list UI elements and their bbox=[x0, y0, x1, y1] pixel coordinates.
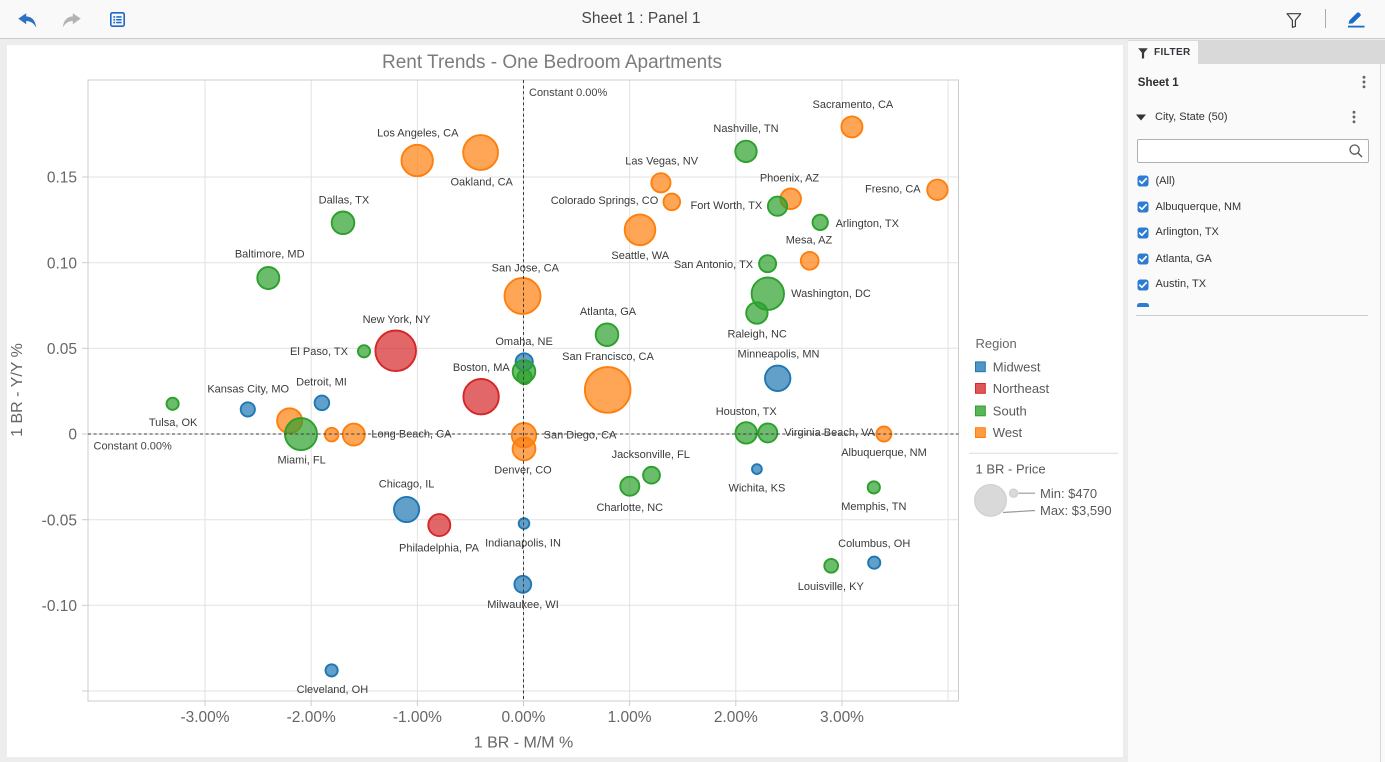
svg-text:San Diego, CA: San Diego, CA bbox=[544, 429, 617, 441]
svg-text:Boston, MA: Boston, MA bbox=[453, 362, 511, 374]
svg-text:Raleigh, NC: Raleigh, NC bbox=[728, 329, 787, 341]
svg-text:-1.00%: -1.00% bbox=[393, 709, 442, 726]
svg-text:Kansas City, MO: Kansas City, MO bbox=[207, 384, 289, 396]
svg-text:Atlanta, GA: Atlanta, GA bbox=[580, 306, 637, 318]
svg-text:Sacramento, CA: Sacramento, CA bbox=[813, 99, 894, 111]
svg-text:0.10: 0.10 bbox=[47, 255, 78, 272]
svg-text:Wichita, KS: Wichita, KS bbox=[728, 482, 785, 494]
svg-text:El Paso, TX: El Paso, TX bbox=[290, 346, 349, 358]
svg-text:Constant 0.00%: Constant 0.00% bbox=[529, 87, 607, 99]
svg-text:Miami, FL: Miami, FL bbox=[277, 455, 325, 467]
svg-text:Dallas, TX: Dallas, TX bbox=[319, 194, 370, 206]
svg-text:Columbus, OH: Columbus, OH bbox=[838, 538, 910, 550]
svg-text:Philadelphia, PA: Philadelphia, PA bbox=[399, 542, 480, 554]
svg-text:Region: Region bbox=[976, 336, 1017, 351]
svg-text:Oakland, CA: Oakland, CA bbox=[451, 176, 514, 188]
svg-text:-3.00%: -3.00% bbox=[180, 709, 229, 726]
svg-text:Jacksonville, FL: Jacksonville, FL bbox=[612, 449, 690, 461]
svg-text:Baltimore, MD: Baltimore, MD bbox=[235, 249, 305, 261]
svg-text:Fort Worth, TX: Fort Worth, TX bbox=[691, 200, 763, 212]
svg-text:Virginia Beach, VA: Virginia Beach, VA bbox=[784, 427, 875, 439]
svg-text:South: South bbox=[993, 404, 1027, 419]
svg-text:0: 0 bbox=[68, 427, 77, 444]
svg-text:1 BR - Y/Y %: 1 BR - Y/Y % bbox=[9, 343, 26, 437]
svg-text:Constant 0.00%: Constant 0.00% bbox=[94, 441, 172, 453]
svg-text:Louisville, KY: Louisville, KY bbox=[798, 581, 865, 593]
svg-text:Albuquerque, NM: Albuquerque, NM bbox=[841, 447, 927, 459]
svg-text:Washington, DC: Washington, DC bbox=[791, 288, 871, 300]
svg-text:0.15: 0.15 bbox=[47, 170, 77, 187]
svg-text:Mesa, AZ: Mesa, AZ bbox=[786, 234, 833, 246]
svg-text:Denver, CO: Denver, CO bbox=[494, 465, 552, 477]
svg-text:Minneapolis, MN: Minneapolis, MN bbox=[738, 348, 820, 360]
svg-text:Nashville, TN: Nashville, TN bbox=[713, 123, 778, 135]
svg-text:Midwest: Midwest bbox=[993, 359, 1041, 374]
svg-text:Tulsa, OK: Tulsa, OK bbox=[149, 417, 198, 429]
svg-text:Rent Trends - One Bedroom Apar: Rent Trends - One Bedroom Apartments bbox=[382, 52, 722, 73]
svg-text:0.05: 0.05 bbox=[47, 341, 77, 358]
svg-text:Los Angeles, CA: Los Angeles, CA bbox=[377, 128, 459, 140]
svg-text:2.00%: 2.00% bbox=[714, 709, 758, 726]
svg-text:Indianapolis, IN: Indianapolis, IN bbox=[485, 537, 561, 549]
svg-text:0.00%: 0.00% bbox=[502, 709, 546, 726]
svg-text:New York, NY: New York, NY bbox=[363, 314, 432, 326]
svg-text:Seattle, WA: Seattle, WA bbox=[611, 250, 669, 262]
svg-text:Max: $3,590: Max: $3,590 bbox=[1040, 503, 1112, 518]
svg-text:Arlington, TX: Arlington, TX bbox=[836, 218, 900, 230]
svg-text:1 BR - Price: 1 BR - Price bbox=[976, 462, 1046, 477]
svg-text:Northeast: Northeast bbox=[993, 381, 1050, 396]
svg-text:Chicago, IL: Chicago, IL bbox=[379, 478, 435, 490]
svg-text:Houston, TX: Houston, TX bbox=[716, 406, 778, 418]
svg-text:Las Vegas, NV: Las Vegas, NV bbox=[625, 155, 698, 167]
svg-text:-0.05: -0.05 bbox=[42, 512, 77, 529]
svg-text:-0.10: -0.10 bbox=[42, 598, 78, 615]
svg-text:1 BR - M/M %: 1 BR - M/M % bbox=[474, 735, 574, 752]
svg-text:Cleveland, OH: Cleveland, OH bbox=[297, 684, 369, 696]
svg-text:Memphis, TN: Memphis, TN bbox=[841, 501, 906, 513]
svg-text:Milwaukee, WI: Milwaukee, WI bbox=[487, 599, 559, 611]
svg-text:Long Beach, CA: Long Beach, CA bbox=[371, 429, 452, 441]
svg-text:Phoenix, AZ: Phoenix, AZ bbox=[760, 172, 820, 184]
svg-text:Detroit, MI: Detroit, MI bbox=[296, 376, 347, 388]
svg-text:Min: $470: Min: $470 bbox=[1040, 486, 1097, 501]
svg-text:Omaha, NE: Omaha, NE bbox=[495, 336, 552, 348]
svg-text:Fresno, CA: Fresno, CA bbox=[865, 183, 921, 195]
svg-text:San Francisco, CA: San Francisco, CA bbox=[562, 351, 654, 363]
svg-text:1.00%: 1.00% bbox=[608, 709, 652, 726]
svg-text:Colorado Springs, CO: Colorado Springs, CO bbox=[551, 195, 659, 207]
svg-text:-2.00%: -2.00% bbox=[287, 709, 336, 726]
svg-text:San Antonio, TX: San Antonio, TX bbox=[674, 259, 754, 271]
svg-text:West: West bbox=[993, 425, 1023, 440]
svg-text:Charlotte, NC: Charlotte, NC bbox=[596, 502, 663, 514]
svg-text:3.00%: 3.00% bbox=[820, 709, 864, 726]
svg-text:San Jose, CA: San Jose, CA bbox=[492, 262, 560, 274]
